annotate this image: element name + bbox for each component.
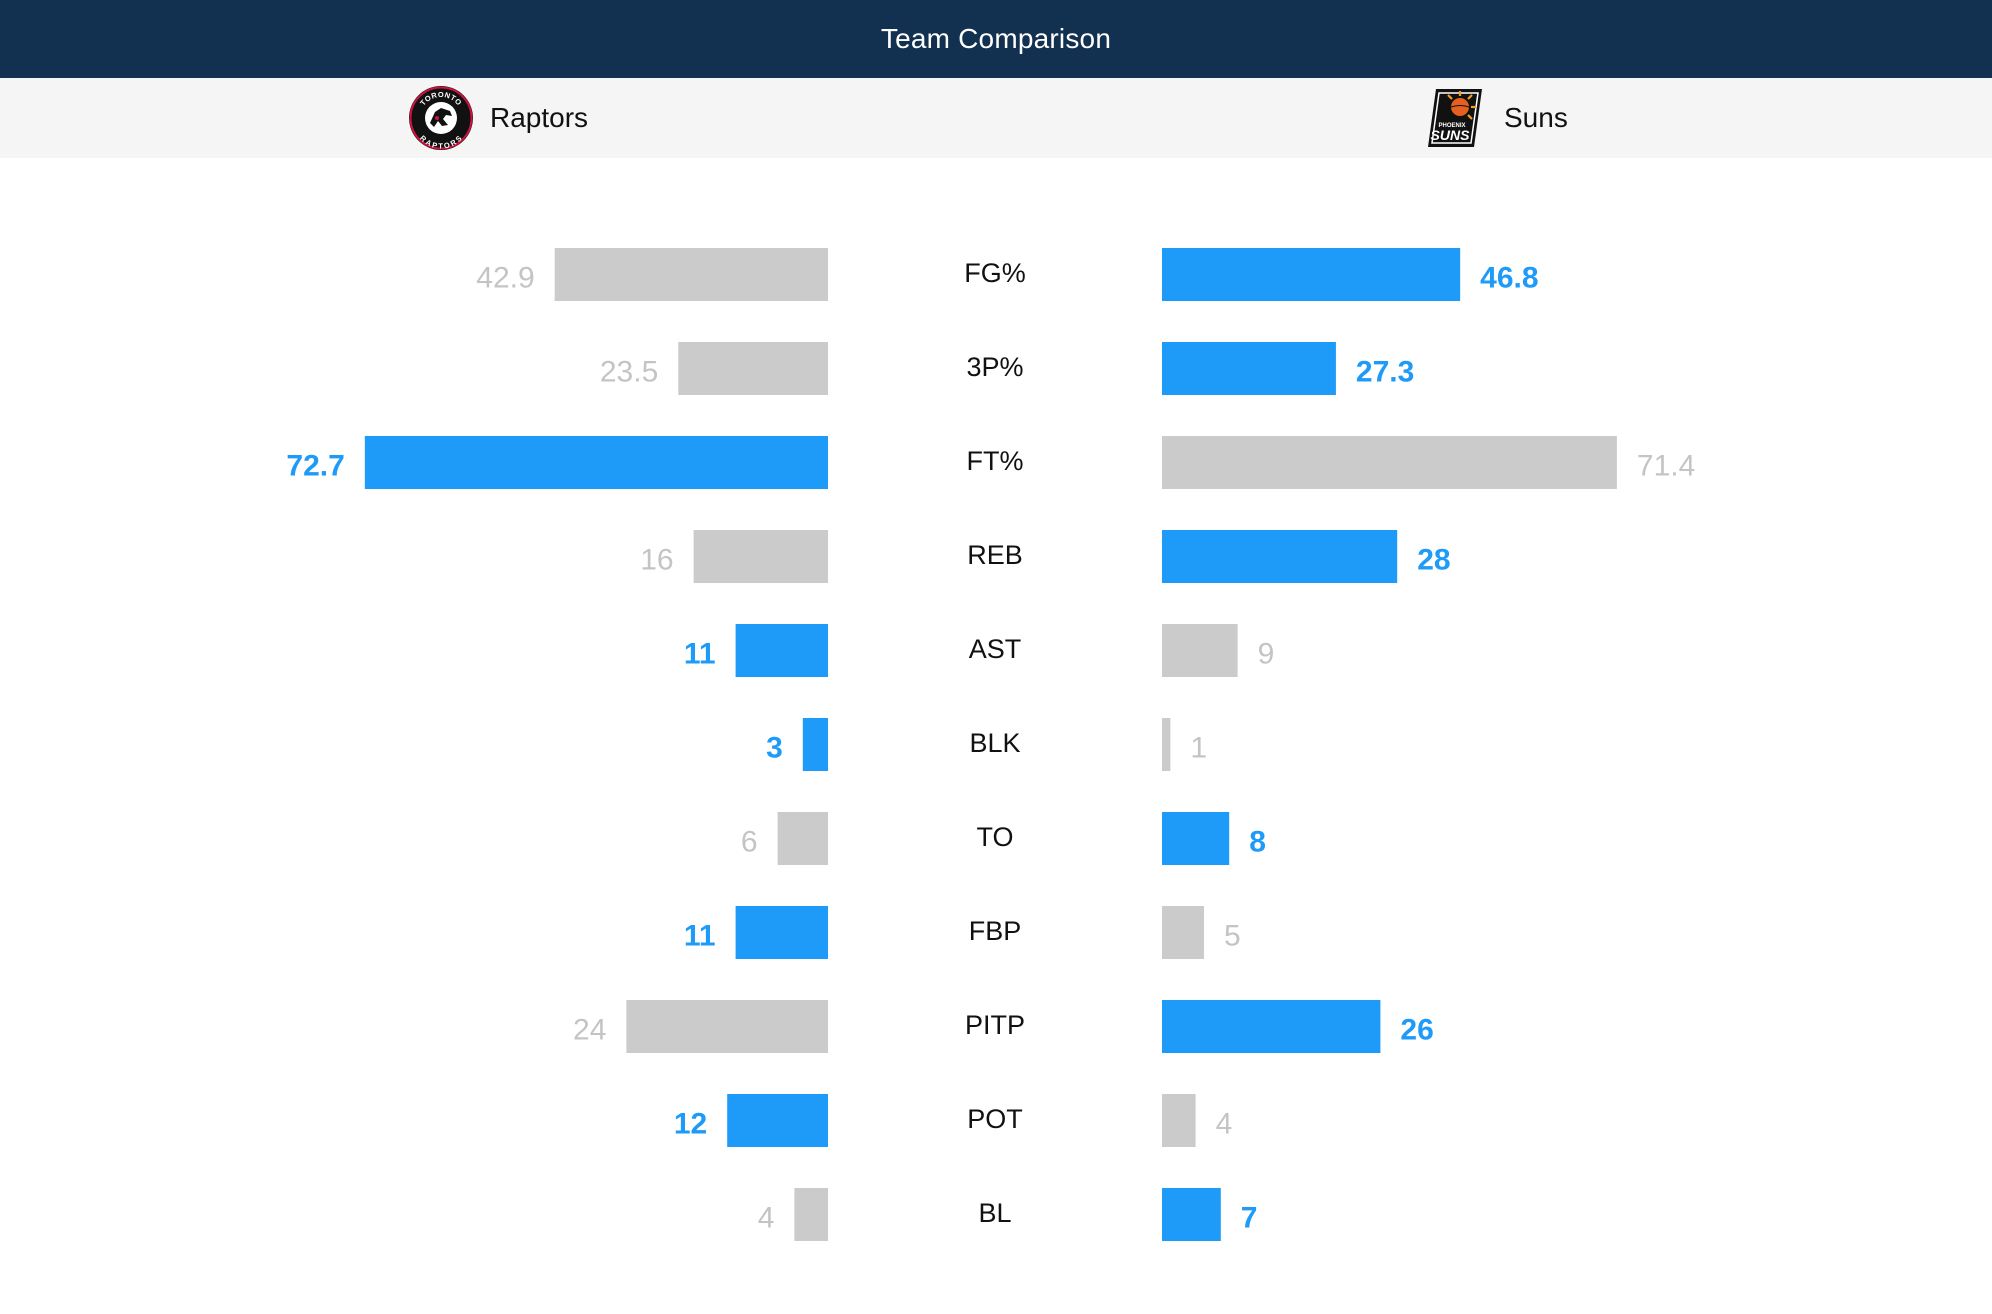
- bar-raptors-fbp: [735, 906, 828, 959]
- value-raptors-reb: 16: [640, 544, 673, 577]
- value-raptors-pot: 12: [674, 1108, 707, 1141]
- bar-suns-reb: [1162, 530, 1398, 583]
- bar-suns-blk: [1162, 718, 1171, 771]
- stat-label-pitp: PITP: [965, 1010, 1025, 1040]
- raptors-logo-icon: TORONTO RAPTORS: [408, 85, 474, 151]
- stat-label-ast: AST: [969, 634, 1022, 664]
- value-raptors-fbp: 11: [684, 920, 716, 953]
- teams-bar: TORONTO RAPTORS Raptors: [0, 78, 1992, 158]
- bar-suns-pitp: [1162, 1000, 1381, 1053]
- bar-suns-fg-pct: [1162, 248, 1461, 301]
- bar-suns-3p-pct: [1162, 342, 1336, 395]
- bar-raptors-fg-pct: [554, 248, 828, 301]
- value-raptors-to: 6: [741, 826, 758, 859]
- stat-label-3p-pct: 3P%: [966, 352, 1023, 382]
- title-bar: Team Comparison: [0, 0, 1992, 78]
- bar-raptors-pot: [727, 1094, 828, 1147]
- bar-raptors-pitp: [626, 1000, 828, 1053]
- value-suns-ast: 9: [1258, 638, 1275, 671]
- team-name-raptors: Raptors: [490, 102, 589, 133]
- bar-raptors-to: [777, 812, 828, 865]
- bar-suns-pot: [1162, 1094, 1196, 1147]
- value-suns-pitp: 26: [1400, 1014, 1433, 1047]
- page-title: Team Comparison: [880, 23, 1112, 54]
- bar-raptors-reb: [693, 530, 828, 583]
- bar-suns-fbp: [1162, 906, 1204, 959]
- value-suns-reb: 28: [1417, 544, 1450, 577]
- team-suns: PHOENIX SUNS Suns: [1422, 78, 1568, 158]
- value-raptors-blk: 3: [766, 732, 783, 765]
- value-suns-3p-pct: 27.3: [1356, 356, 1414, 389]
- suns-logo-icon: PHOENIX SUNS: [1422, 85, 1488, 151]
- value-suns-bl: 7: [1241, 1202, 1258, 1235]
- stat-label-to: TO: [976, 822, 1013, 852]
- stat-label-reb: REB: [967, 540, 1023, 570]
- value-raptors-ft-pct: 72.7: [286, 450, 344, 483]
- stat-label-ft-pct: FT%: [967, 446, 1024, 476]
- value-suns-fbp: 5: [1224, 920, 1241, 953]
- bar-suns-ft-pct: [1162, 436, 1617, 489]
- team-raptors: TORONTO RAPTORS Raptors: [408, 78, 588, 158]
- bar-raptors-bl: [794, 1188, 828, 1241]
- value-raptors-3p-pct: 23.5: [600, 356, 658, 389]
- stat-label-fbp: FBP: [969, 916, 1022, 946]
- bar-raptors-ft-pct: [364, 436, 828, 489]
- value-raptors-bl: 4: [758, 1202, 775, 1235]
- svg-text:PHOENIX: PHOENIX: [1438, 123, 1465, 129]
- bar-raptors-3p-pct: [678, 342, 828, 395]
- value-raptors-fg-pct: 42.9: [476, 262, 534, 295]
- svg-text:SUNS: SUNS: [1431, 127, 1471, 143]
- value-suns-blk: 1: [1190, 732, 1207, 765]
- bar-raptors-blk: [802, 718, 828, 771]
- stat-label-fg-pct: FG%: [964, 258, 1026, 288]
- bar-suns-to: [1162, 812, 1230, 865]
- value-suns-ft-pct: 71.4: [1637, 450, 1695, 483]
- value-raptors-pitp: 24: [573, 1014, 606, 1047]
- value-suns-fg-pct: 46.8: [1480, 262, 1538, 295]
- bar-suns-bl: [1162, 1188, 1221, 1241]
- stat-label-bl: BL: [978, 1198, 1011, 1228]
- stat-label-pot: POT: [967, 1104, 1023, 1134]
- team-name-suns: Suns: [1504, 102, 1568, 133]
- value-suns-to: 8: [1249, 826, 1266, 859]
- value-suns-pot: 4: [1216, 1108, 1233, 1141]
- bar-raptors-ast: [735, 624, 828, 677]
- value-raptors-ast: 11: [684, 638, 716, 671]
- stat-label-blk: BLK: [969, 728, 1020, 758]
- bar-suns-ast: [1162, 624, 1238, 677]
